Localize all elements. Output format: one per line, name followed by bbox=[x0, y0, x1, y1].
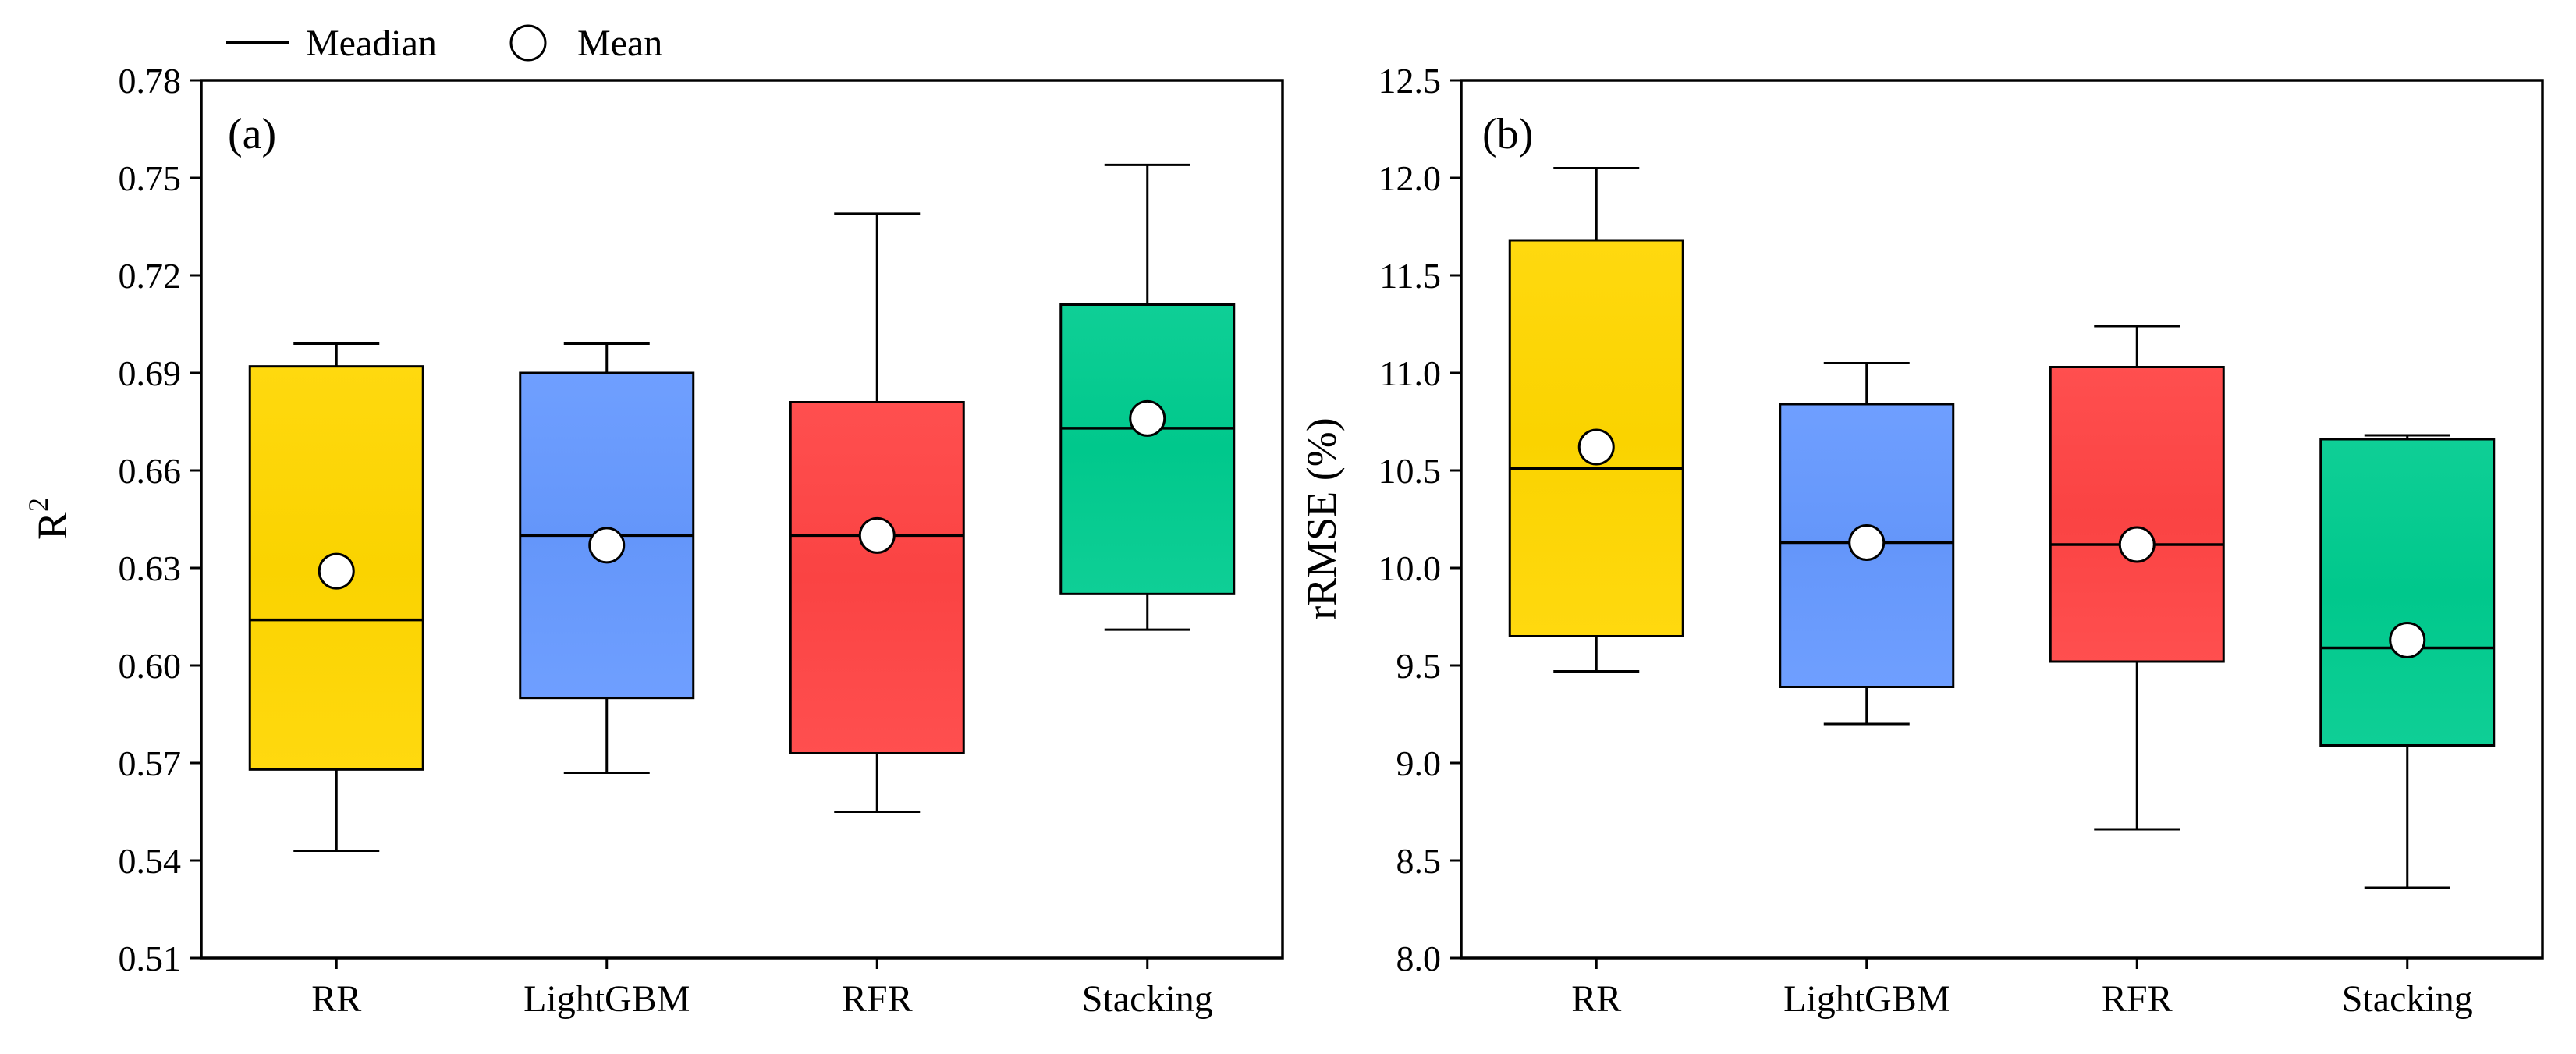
legend-mean-marker bbox=[509, 24, 547, 62]
x-tick-label: RR bbox=[1571, 978, 1621, 1020]
mean-marker bbox=[318, 552, 355, 590]
y-tick-label: 0.51 bbox=[119, 939, 182, 978]
x-tick-label: RR bbox=[311, 978, 361, 1020]
y-tick-label: 10.0 bbox=[1378, 548, 1442, 588]
panel-b-frame bbox=[1460, 79, 2544, 960]
x-tick-label: LightGBM bbox=[523, 978, 690, 1020]
y-tick-label: 0.60 bbox=[119, 646, 182, 686]
mean-marker bbox=[1848, 524, 1886, 561]
y-tick-label: 9.0 bbox=[1396, 743, 1442, 783]
y-tick-label: 0.63 bbox=[119, 548, 182, 588]
y-tick-label: 9.5 bbox=[1396, 646, 1442, 686]
box-stacking bbox=[2319, 434, 2496, 889]
y-tick-label: 0.78 bbox=[119, 61, 182, 101]
panel-a-r2: 0.51 0.54 0.57 0.60 0.63 0.66 0.69 0.72 0.75 0.78… bbox=[23, 61, 1284, 1020]
box-iqr bbox=[2319, 438, 2496, 747]
x-tick-label: Stacking bbox=[2342, 978, 2473, 1020]
mean-marker bbox=[1577, 428, 1615, 466]
y-tick-label: 12.5 bbox=[1378, 61, 1442, 101]
y-tick-label: 0.72 bbox=[119, 256, 182, 296]
x-tick-label: Stacking bbox=[1082, 978, 1213, 1020]
panel-b-ylabel: rRMSE (%) bbox=[1298, 417, 1345, 619]
box-rr bbox=[248, 342, 424, 852]
box-rfr bbox=[2049, 325, 2225, 831]
mean-marker bbox=[2389, 622, 2426, 658]
x-tick-label: LightGBM bbox=[1783, 978, 1950, 1020]
box-lightgbm bbox=[1779, 362, 1955, 726]
y-tick-label: 0.54 bbox=[119, 841, 182, 881]
y-tick-label: 10.5 bbox=[1378, 451, 1442, 491]
x-tick-label: RFR bbox=[842, 978, 913, 1020]
y-tick-label: 11.5 bbox=[1379, 256, 1441, 296]
x-tick-label: RFR bbox=[2102, 978, 2173, 1020]
box-lightgbm bbox=[519, 342, 695, 774]
box-iqr bbox=[789, 401, 965, 754]
panel-a-ylabel: R2 bbox=[23, 498, 76, 540]
y-tick-label: 0.69 bbox=[119, 353, 182, 393]
mean-marker bbox=[588, 527, 626, 564]
svg-text:R2: R2 bbox=[23, 498, 76, 540]
mean-marker bbox=[1129, 399, 1166, 437]
box-rfr bbox=[789, 212, 965, 813]
box-rr bbox=[1508, 167, 1684, 673]
y-tick-label: 11.0 bbox=[1379, 353, 1441, 393]
y-tick-label: 0.66 bbox=[119, 451, 182, 491]
panel-a-ylabel-sup: 2 bbox=[23, 498, 54, 512]
legend: Meadian Mean bbox=[226, 23, 662, 64]
y-tick-label: 12.0 bbox=[1378, 158, 1442, 198]
panel-b-ylabel-text: rRMSE (%) bbox=[1298, 417, 1345, 619]
legend-mean-label: Mean bbox=[577, 23, 662, 64]
panel-a-ylabel-base: R bbox=[29, 512, 76, 540]
mean-marker bbox=[858, 516, 896, 554]
y-tick-label: 8.5 bbox=[1396, 841, 1442, 881]
box-stacking bbox=[1059, 163, 1236, 631]
y-tick-label: 0.57 bbox=[119, 743, 182, 783]
box-iqr bbox=[2049, 366, 2225, 663]
panel-a-label: (a) bbox=[228, 110, 276, 158]
y-tick-label: 0.75 bbox=[119, 158, 182, 198]
y-tick-label: 8.0 bbox=[1396, 939, 1442, 978]
panel-b-rrmse: 8.0 8.5 9.0 9.5 10.0 10.5 11.0 11.5 12.0 12.5 RR Li… bbox=[1298, 61, 2544, 1020]
legend-median-label: Meadian bbox=[306, 23, 437, 64]
panel-a-frame bbox=[200, 79, 1284, 960]
panel-b-label: (b) bbox=[1482, 110, 1533, 158]
box-iqr bbox=[1059, 303, 1236, 595]
mean-marker bbox=[2118, 526, 2156, 563]
